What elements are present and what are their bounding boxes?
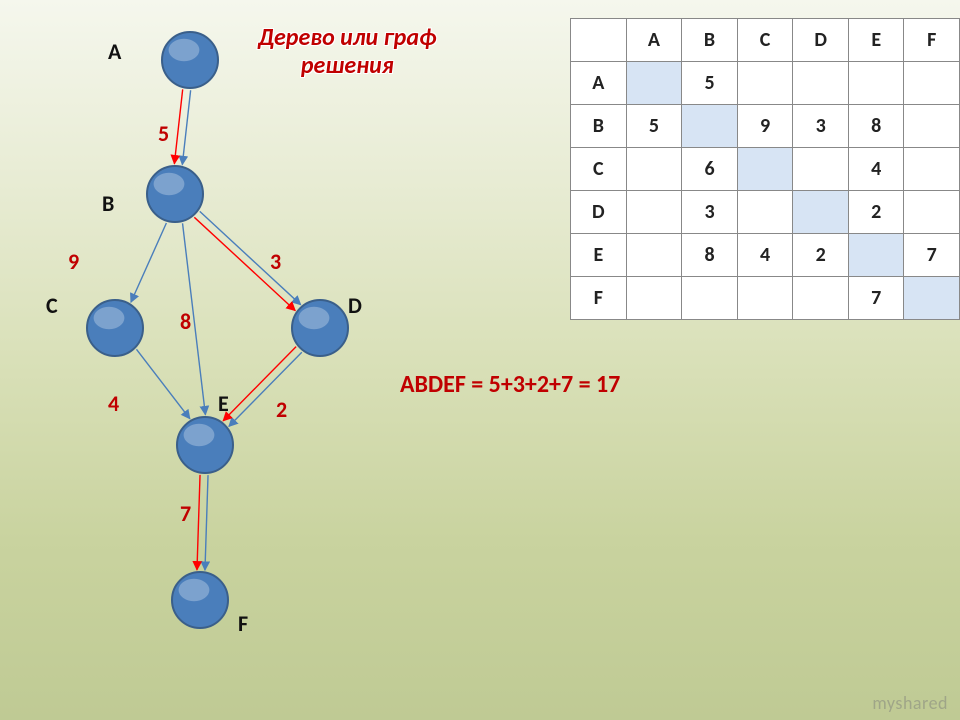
- graph-edge: [200, 211, 301, 304]
- graph-node-label: D: [348, 292, 362, 319]
- graph-edge-weight: 4: [108, 390, 119, 417]
- graph-node: [177, 417, 233, 473]
- graph-edge-weight: 9: [68, 248, 79, 275]
- graph-edge-weight: 7: [180, 500, 191, 527]
- graph-edge-weight: 3: [270, 248, 281, 275]
- graph-edge-weight: 5: [158, 120, 169, 147]
- graph-edge: [131, 223, 166, 302]
- graph-edge: [229, 352, 302, 426]
- graph-node: [292, 300, 348, 356]
- graph-edge: [205, 475, 208, 570]
- graph-node-label: E: [218, 390, 229, 417]
- graph-node: [172, 572, 228, 628]
- graph-node: [162, 32, 218, 88]
- graph-edge-weight: 8: [180, 308, 191, 335]
- graph-edge: [182, 90, 190, 164]
- graph-node: [147, 166, 203, 222]
- graph-node-label: A: [108, 38, 121, 65]
- graph-canvas: [0, 0, 960, 720]
- graph-node-label: B: [102, 190, 114, 217]
- graph-node-label: C: [46, 292, 58, 319]
- graph-edge-weight: 2: [276, 396, 287, 423]
- graph-edge: [136, 349, 189, 418]
- graph-node-label: F: [238, 610, 248, 637]
- graph-node: [87, 300, 143, 356]
- graph-path-edge: [174, 89, 182, 163]
- graph-path-edge: [197, 475, 200, 570]
